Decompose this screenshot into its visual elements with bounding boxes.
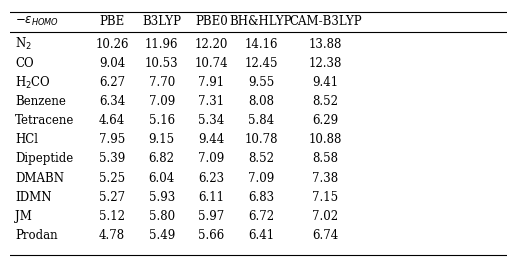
- Text: $-\varepsilon_{HOMO}$: $-\varepsilon_{HOMO}$: [16, 15, 59, 28]
- Text: 7.38: 7.38: [312, 172, 339, 184]
- Text: 7.91: 7.91: [199, 76, 224, 89]
- Text: 5.16: 5.16: [149, 114, 175, 127]
- Text: 6.74: 6.74: [312, 229, 339, 242]
- Text: 8.58: 8.58: [312, 152, 339, 165]
- Text: 14.16: 14.16: [244, 38, 278, 51]
- Text: IDMN: IDMN: [16, 191, 52, 204]
- Text: 8.08: 8.08: [248, 95, 274, 108]
- Text: 9.55: 9.55: [248, 76, 274, 89]
- Text: 12.45: 12.45: [244, 57, 278, 70]
- Text: H$_2$CO: H$_2$CO: [16, 74, 51, 90]
- Text: 4.78: 4.78: [99, 229, 125, 242]
- Text: 10.53: 10.53: [145, 57, 178, 70]
- Text: 4.64: 4.64: [99, 114, 125, 127]
- Text: B3LYP: B3LYP: [142, 15, 181, 28]
- Text: 6.41: 6.41: [248, 229, 274, 242]
- Text: 5.66: 5.66: [198, 229, 224, 242]
- Text: Dipeptide: Dipeptide: [16, 152, 73, 165]
- Text: 12.20: 12.20: [195, 38, 228, 51]
- Text: 11.96: 11.96: [145, 38, 178, 51]
- Text: JM: JM: [16, 210, 32, 223]
- Text: BH&HLYP: BH&HLYP: [230, 15, 292, 28]
- Text: 6.23: 6.23: [199, 172, 224, 184]
- Text: 7.09: 7.09: [198, 152, 224, 165]
- Text: CAM-B3LYP: CAM-B3LYP: [289, 15, 362, 28]
- Text: PBE: PBE: [99, 15, 125, 28]
- Text: Tetracene: Tetracene: [16, 114, 74, 127]
- Text: 7.02: 7.02: [312, 210, 339, 223]
- Text: 12.38: 12.38: [309, 57, 342, 70]
- Text: 10.78: 10.78: [244, 133, 278, 146]
- Text: 13.88: 13.88: [309, 38, 342, 51]
- Text: 7.09: 7.09: [248, 172, 274, 184]
- Text: 8.52: 8.52: [312, 95, 339, 108]
- Text: 7.95: 7.95: [99, 133, 125, 146]
- Text: 5.97: 5.97: [198, 210, 224, 223]
- Text: 5.93: 5.93: [148, 191, 175, 204]
- Text: 5.25: 5.25: [99, 172, 125, 184]
- Text: 5.34: 5.34: [198, 114, 224, 127]
- Text: PBE0: PBE0: [195, 15, 227, 28]
- Text: 10.74: 10.74: [194, 57, 228, 70]
- Text: 7.09: 7.09: [148, 95, 175, 108]
- Text: 9.04: 9.04: [99, 57, 125, 70]
- Text: 9.44: 9.44: [198, 133, 224, 146]
- Text: 5.39: 5.39: [99, 152, 125, 165]
- Text: DMABN: DMABN: [16, 172, 64, 184]
- Text: 7.70: 7.70: [148, 76, 175, 89]
- Text: 6.34: 6.34: [99, 95, 125, 108]
- Text: HCl: HCl: [16, 133, 38, 146]
- Text: 6.29: 6.29: [312, 114, 339, 127]
- Text: Prodan: Prodan: [16, 229, 58, 242]
- Text: 5.27: 5.27: [99, 191, 125, 204]
- Text: 9.41: 9.41: [312, 76, 339, 89]
- Text: 5.84: 5.84: [248, 114, 274, 127]
- Text: 10.26: 10.26: [95, 38, 129, 51]
- Text: N$_2$: N$_2$: [16, 36, 32, 52]
- Text: CO: CO: [16, 57, 34, 70]
- Text: 9.15: 9.15: [149, 133, 175, 146]
- Text: 6.11: 6.11: [199, 191, 224, 204]
- Text: 5.80: 5.80: [149, 210, 175, 223]
- Text: 6.82: 6.82: [149, 152, 175, 165]
- Text: 10.88: 10.88: [309, 133, 342, 146]
- Text: 5.49: 5.49: [148, 229, 175, 242]
- Text: 6.83: 6.83: [248, 191, 274, 204]
- Text: 6.27: 6.27: [99, 76, 125, 89]
- Text: 7.15: 7.15: [312, 191, 339, 204]
- Text: 8.52: 8.52: [248, 152, 274, 165]
- Text: 6.72: 6.72: [248, 210, 274, 223]
- Text: Benzene: Benzene: [16, 95, 66, 108]
- Text: 6.04: 6.04: [148, 172, 175, 184]
- Text: 7.31: 7.31: [199, 95, 224, 108]
- Text: 5.12: 5.12: [99, 210, 125, 223]
